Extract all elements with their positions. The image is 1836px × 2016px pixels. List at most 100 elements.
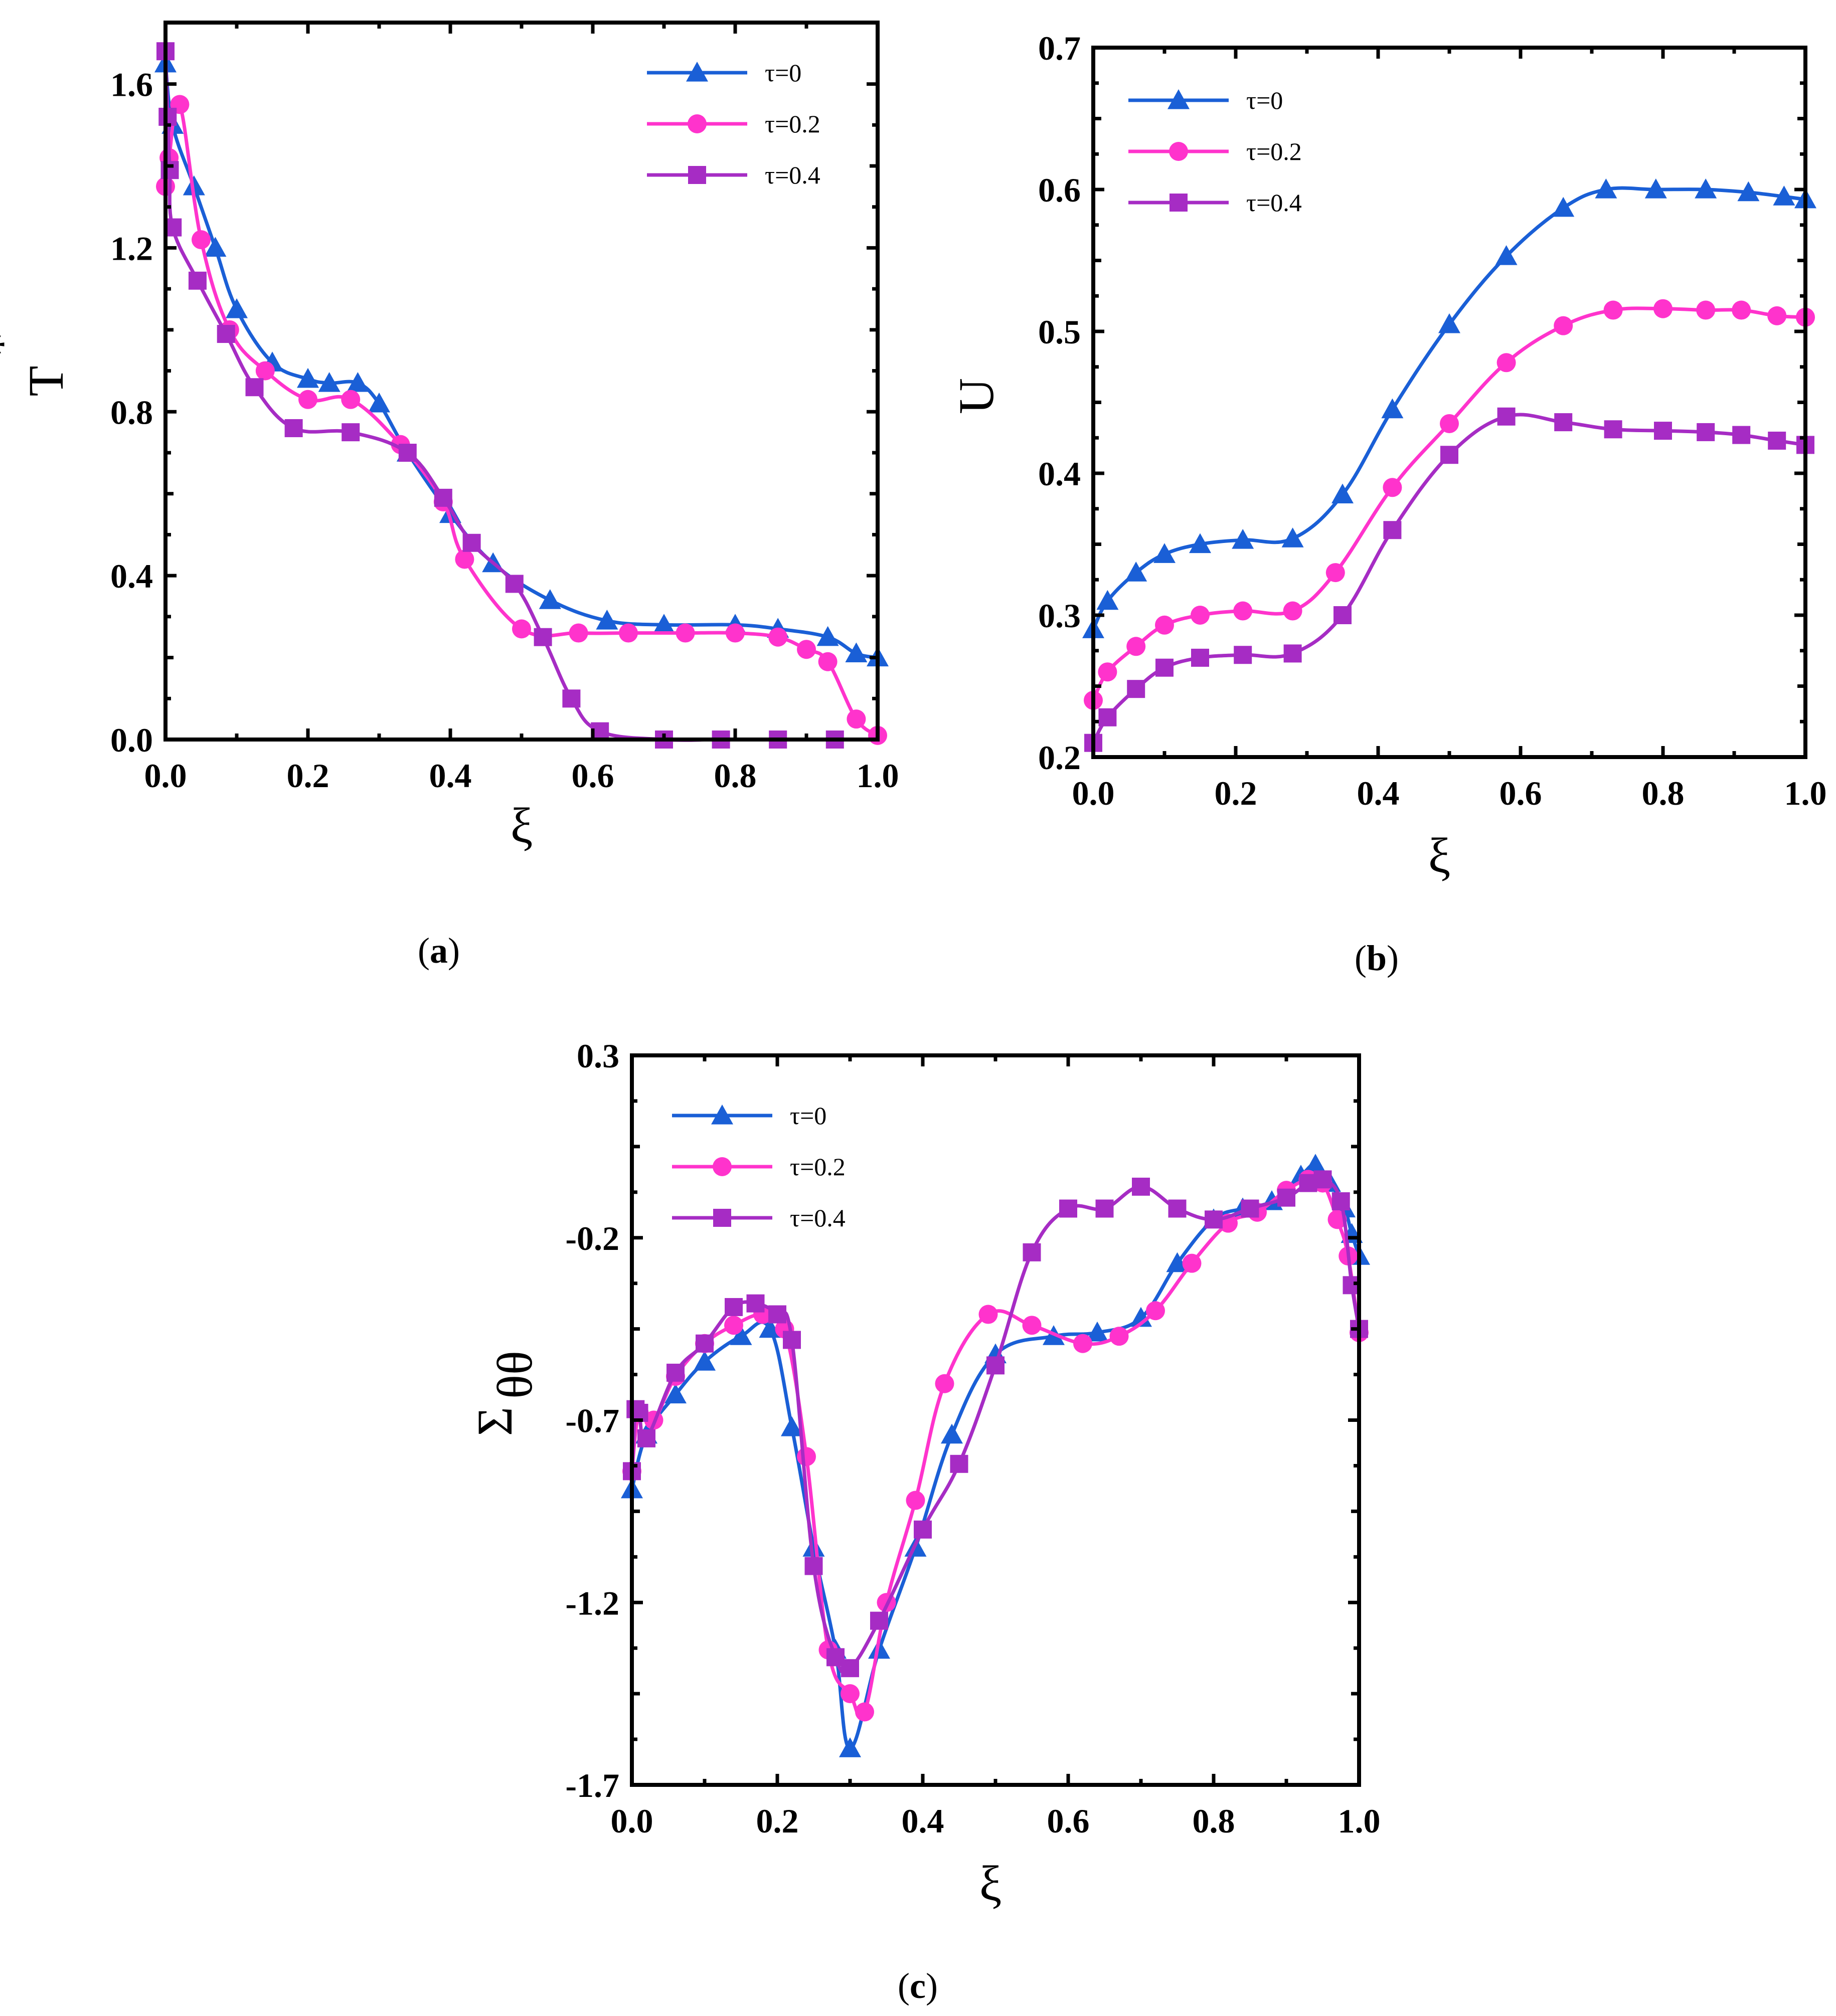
data-point-tau-0-2 (1554, 316, 1573, 335)
data-point-tau-0-2 (1653, 299, 1673, 318)
data-point-tau-0 (1695, 178, 1717, 199)
data-point-tau-0 (1166, 1252, 1189, 1272)
data-point-tau-0 (1552, 197, 1575, 217)
x-tick-label: 0.6 (1047, 1802, 1090, 1840)
legend-marker-tau-0-4 (713, 1209, 731, 1227)
data-point-tau-0-4 (1383, 521, 1402, 539)
x-tick-label: 0.0 (144, 757, 187, 795)
legend-marker-tau-0 (1167, 89, 1190, 109)
data-point-tau-0-2 (619, 623, 638, 643)
x-axis-label-b: ξ (1428, 828, 1451, 883)
x-axis-label-c: ξ (979, 1856, 1002, 1911)
x-tick-label: 0.6 (1499, 774, 1542, 812)
legend-b: τ=0 τ=0.2 τ=0.4 (1128, 86, 1302, 217)
data-point-tau-0-4 (1059, 1199, 1077, 1218)
data-point-tau-0-4 (1732, 426, 1751, 444)
data-point-tau-0 (694, 1351, 716, 1371)
data-point-tau-0 (368, 392, 390, 413)
data-point-tau-0 (539, 589, 561, 609)
data-point-tau-0-4 (188, 271, 207, 290)
legend-marker-tau-0-4 (1170, 194, 1188, 212)
data-point-tau-0-4 (562, 689, 581, 708)
data-point-tau-0-4 (783, 1331, 801, 1349)
data-point-tau-0-2 (818, 652, 838, 671)
x-axis-label-a: ξ (511, 798, 533, 853)
y-tick-label: 0.2 (1038, 739, 1081, 777)
legend-a: τ=0 τ=0.2 τ=0.4 (647, 59, 820, 189)
data-point-tau-0-4 (505, 575, 524, 593)
legend-label-tau-0-2: τ=0.2 (1246, 137, 1302, 165)
data-point-tau-0-2 (1383, 478, 1402, 497)
y-tick-label: 0.4 (1038, 455, 1081, 493)
data-point-tau-0 (1232, 529, 1254, 549)
data-point-tau-0-4 (1191, 648, 1209, 667)
data-point-tau-0-4 (666, 1363, 685, 1382)
data-point-tau-0-2 (192, 230, 211, 250)
data-point-tau-0 (1086, 1321, 1108, 1342)
data-point-tau-0-2 (1022, 1316, 1042, 1335)
legend-c: τ=0 τ=0.2 τ=0.4 (672, 1102, 846, 1232)
data-point-tau-0-2 (1440, 414, 1459, 433)
data-point-tau-0 (1189, 533, 1211, 554)
y-tick-label: 0.4 (110, 557, 153, 595)
data-point-tau-0-4 (1168, 1199, 1187, 1218)
plot-area-a (154, 42, 889, 749)
y-axis-label-c: Σ θθ (467, 1351, 543, 1436)
data-point-tau-0-2 (726, 623, 745, 643)
data-point-tau-0-2 (1126, 637, 1146, 656)
y-tick-label: 0.6 (1038, 171, 1081, 209)
data-point-tau-0-2 (1073, 1334, 1092, 1353)
data-point-tau-0-2 (935, 1374, 954, 1393)
y-tick-label: 1.2 (110, 229, 153, 267)
y-axis-label-a: T * (0, 332, 74, 397)
series-line-tau-0-2 (1091, 306, 1806, 701)
data-point-tau-0-4 (870, 1611, 888, 1630)
data-point-tau-0-4 (158, 107, 177, 126)
data-point-tau-0-2 (768, 627, 788, 647)
data-point-tau-0-2 (1109, 1327, 1129, 1346)
legend-marker-tau-0-2 (1169, 142, 1188, 161)
panel-caption-a: (a) (418, 931, 460, 971)
data-point-tau-0-4 (1277, 1188, 1295, 1207)
legend-label-tau-0: τ=0 (1246, 86, 1283, 114)
legend-marker-tau-0 (686, 62, 708, 82)
data-point-tau-0-2 (569, 623, 588, 643)
data-point-tau-0-4 (398, 444, 417, 462)
data-point-tau-0-4 (1440, 446, 1458, 464)
data-point-tau-0-2 (724, 1316, 743, 1335)
data-point-tau-0-2 (298, 390, 317, 409)
y-tick-label: 0.8 (110, 393, 153, 431)
panel-a: 0.00.20.40.60.81.00.00.40.81.21.6 ξ T * … (0, 21, 899, 971)
data-point-tau-0 (1304, 1154, 1326, 1174)
data-point-tau-0 (318, 372, 341, 392)
data-point-tau-0 (204, 237, 227, 257)
panel-caption-c: (c) (898, 1966, 938, 2006)
y-axis-label-c-text: Σ (467, 1407, 523, 1436)
data-point-tau-0-2 (797, 1447, 816, 1467)
data-point-tau-0-4 (462, 533, 481, 552)
panel-caption-b: (b) (1355, 938, 1399, 978)
y-axis-label-a-text: T (18, 365, 74, 396)
data-point-tau-0 (596, 610, 618, 630)
legend-label-tau-0: τ=0 (765, 59, 801, 87)
data-point-tau-0-2 (255, 361, 275, 381)
data-point-tau-0 (226, 298, 248, 318)
data-point-tau-0-4 (1768, 431, 1786, 450)
data-point-tau-0 (1595, 178, 1617, 199)
data-point-tau-0 (1495, 245, 1518, 265)
data-point-tau-0 (845, 642, 868, 662)
data-point-tau-0 (781, 1416, 803, 1436)
x-tick-label: 0.4 (902, 1802, 944, 1840)
data-point-tau-0 (1737, 181, 1760, 202)
y-axis-label-a-sup: * (0, 332, 30, 357)
data-point-tau-0-2 (1233, 601, 1253, 621)
data-point-tau-0-4 (1333, 606, 1352, 624)
data-point-tau-0 (1438, 313, 1460, 333)
data-point-tau-0-2 (841, 1684, 860, 1704)
data-point-tau-0-4 (342, 423, 360, 442)
legend-marker-tau-0-2 (688, 114, 707, 133)
data-point-tau-0-2 (341, 390, 361, 409)
data-point-tau-0-4 (746, 1294, 765, 1313)
y-tick-label: 0.0 (110, 721, 153, 759)
data-point-tau-0-2 (455, 549, 474, 569)
